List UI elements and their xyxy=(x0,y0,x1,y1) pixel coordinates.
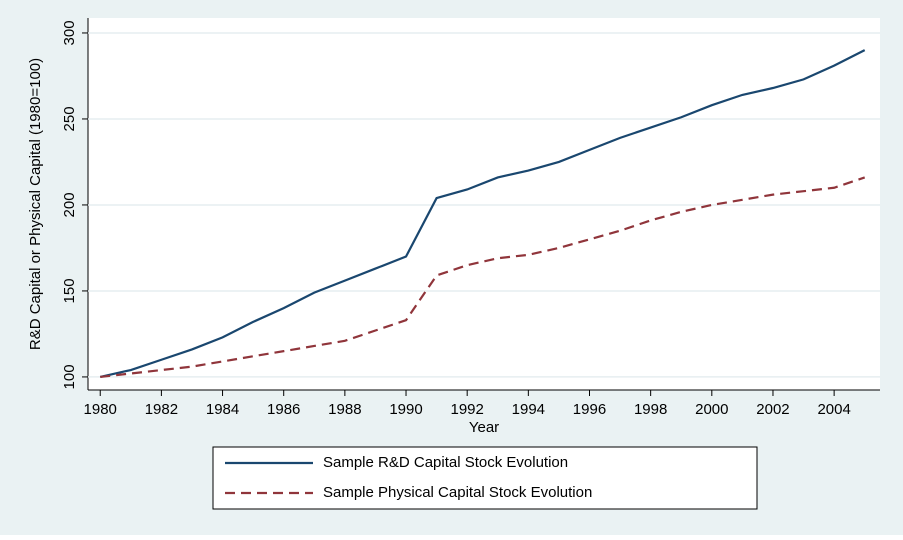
x-tick-label: 1984 xyxy=(206,401,239,418)
x-tick-label: 2004 xyxy=(817,401,850,418)
y-axis-title: R&D Capital or Physical Capital (1980=10… xyxy=(27,58,44,350)
plot-area xyxy=(88,18,880,390)
legend-box xyxy=(212,446,758,510)
y-tick-label: 100 xyxy=(61,364,78,389)
x-tick-label: 1992 xyxy=(450,401,483,418)
x-axis-title: Year xyxy=(469,419,499,436)
x-tick-label: 1996 xyxy=(573,401,606,418)
x-tick-label: 1990 xyxy=(389,401,422,418)
x-tick-label: 1980 xyxy=(84,401,117,418)
x-tick-label: 1998 xyxy=(634,401,667,418)
y-tick-label: 300 xyxy=(61,20,78,45)
y-tick-label: 150 xyxy=(61,278,78,303)
y-tick-label: 200 xyxy=(61,192,78,217)
x-tick-label: 2002 xyxy=(756,401,789,418)
x-tick-label: 1982 xyxy=(145,401,178,418)
series-line xyxy=(99,49,866,379)
x-tick-label: 1994 xyxy=(512,401,545,418)
y-tick-label: 250 xyxy=(61,106,78,131)
x-tick-label: 1986 xyxy=(267,401,300,418)
series-line xyxy=(100,176,866,379)
x-tick-label: 2000 xyxy=(695,401,728,418)
legend-label: Sample R&D Capital Stock Evolution xyxy=(323,454,568,471)
legend-label: Sample Physical Capital Stock Evolution xyxy=(323,484,592,501)
x-tick-label: 1988 xyxy=(328,401,361,418)
